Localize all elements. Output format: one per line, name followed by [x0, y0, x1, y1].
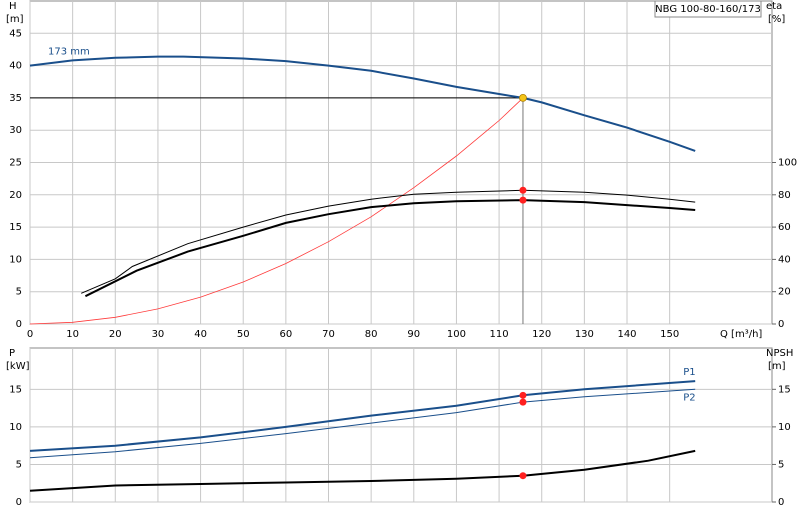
y2-tick-label: 0: [778, 497, 784, 508]
duty-point: [519, 196, 527, 204]
y2-axis-label: eta: [766, 1, 782, 12]
y-tick-label: 10: [9, 422, 22, 433]
y2-tick-label: 10: [778, 422, 791, 433]
y-tick-label: 0: [16, 319, 22, 330]
x-tick-label: 140: [617, 329, 636, 340]
duty-point: [519, 398, 527, 406]
y2-axis-unit: [m]: [768, 361, 786, 372]
plot-frame: [29, 347, 773, 503]
y-tick-label: 5: [16, 287, 22, 298]
y-axis-label: P: [9, 348, 15, 359]
y2-tick-label: 5: [778, 459, 784, 470]
x-tick-label: 0: [27, 329, 33, 340]
y-tick-label: 5: [16, 459, 22, 470]
y-tick-label: 10: [9, 254, 22, 265]
duty-point: [519, 186, 527, 194]
y2-tick-label: 60: [778, 222, 791, 233]
y2-axis-label: NPSH: [766, 348, 793, 359]
duty-point: [519, 94, 527, 102]
x-tick-label: 50: [237, 329, 250, 340]
y2-tick-label: 80: [778, 190, 791, 201]
y2-tick-label: 20: [778, 287, 791, 298]
y-tick-label: 35: [9, 93, 22, 104]
curve: [29, 449, 696, 492]
x-tick-label: 100: [447, 329, 466, 340]
x-tick-label: 10: [66, 329, 79, 340]
y2-tick-label: 40: [778, 254, 791, 265]
curve: [81, 189, 696, 294]
y-tick-label: 15: [9, 222, 22, 233]
curve: [29, 388, 696, 459]
y-tick-label: 15: [9, 384, 22, 395]
y2-axis-unit: [%]: [768, 14, 785, 25]
x-tick-label: 80: [365, 329, 378, 340]
x-tick-label: 40: [194, 329, 207, 340]
curve: [29, 55, 696, 152]
title-box: [654, 0, 762, 18]
x-tick-label: 70: [322, 329, 335, 340]
curve-label: 173 mm: [48, 47, 90, 58]
y-axis-unit: [m]: [6, 14, 24, 25]
x-tick-label: 110: [490, 329, 509, 340]
x-tick-label: 30: [152, 329, 165, 340]
y-tick-label: 30: [9, 125, 22, 136]
x-tick-label: 90: [407, 329, 420, 340]
x-tick-label: 150: [660, 329, 679, 340]
curve-label: P2: [683, 392, 695, 403]
y-tick-label: 25: [9, 158, 22, 169]
y-tick-label: 20: [9, 190, 22, 201]
x-tick-label: 130: [575, 329, 594, 340]
duty-point: [519, 472, 527, 480]
x-axis-label: Q [m³/h]: [720, 329, 762, 340]
curve: [29, 97, 524, 325]
y-axis-label: H: [9, 1, 17, 12]
x-tick-label: 60: [279, 329, 292, 340]
y-tick-label: 45: [9, 28, 22, 39]
curve: [29, 380, 696, 452]
y-tick-label: 40: [9, 61, 22, 72]
chart-title: NBG 100-80-160/173: [655, 4, 761, 15]
y2-tick-label: 15: [778, 384, 791, 395]
y2-tick-label: 0: [778, 319, 784, 330]
x-tick-label: 120: [532, 329, 551, 340]
curve-label: P1: [683, 367, 695, 378]
duty-point: [519, 391, 527, 399]
curve: [84, 199, 696, 298]
y-axis-unit: [kW]: [6, 361, 30, 372]
y2-tick-label: 100: [778, 158, 797, 169]
y-tick-label: 0: [16, 497, 22, 508]
x-tick-label: 20: [109, 329, 122, 340]
